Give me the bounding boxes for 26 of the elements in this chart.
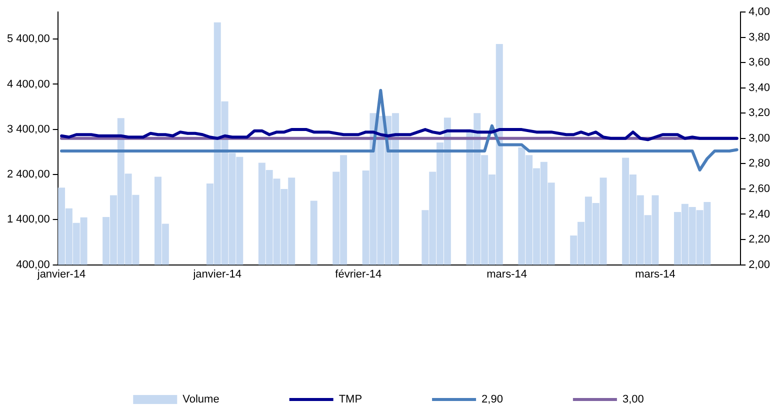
x-tick-label: janvier-14 [36,268,86,280]
x-tick-label: janvier-14 [192,268,242,280]
y2-tick-label: 2,80 [748,158,770,170]
y-tick-label: 1 400,00 [6,214,50,226]
y2-tick-label: 4,00 [748,6,770,18]
y2-tick-label: 2,40 [748,208,770,220]
y-tick-label: 3 400,00 [6,123,50,136]
y2-tick-label: 3,20 [748,107,770,120]
y-tick-label: 2 400,00 [6,168,50,181]
y-tick-label: 400,00 [16,258,50,271]
legend-label: 3,00 [622,394,644,406]
legend-label: Volume [182,394,220,406]
y2-tick-label: 2,60 [748,182,770,195]
y2-tick-label: 3,00 [748,132,770,144]
y-tick-label: 4 400,00 [6,78,50,90]
y2-tick-label: 3,60 [748,56,770,69]
y2-tick-label: 2,00 [748,258,770,271]
x-tick-label: mars-14 [635,268,676,280]
legend-label: TMP [338,394,362,406]
x-tick-label: février-14 [335,268,382,280]
y2-tick-label: 3,80 [748,31,770,44]
y-tick-label: 5 400,00 [6,33,50,46]
y2-tick-label: 3,40 [748,82,770,94]
y2-tick-label: 2,20 [748,234,770,246]
legend-label: 2,90 [482,394,503,406]
x-tick-label: mars-14 [486,268,527,280]
